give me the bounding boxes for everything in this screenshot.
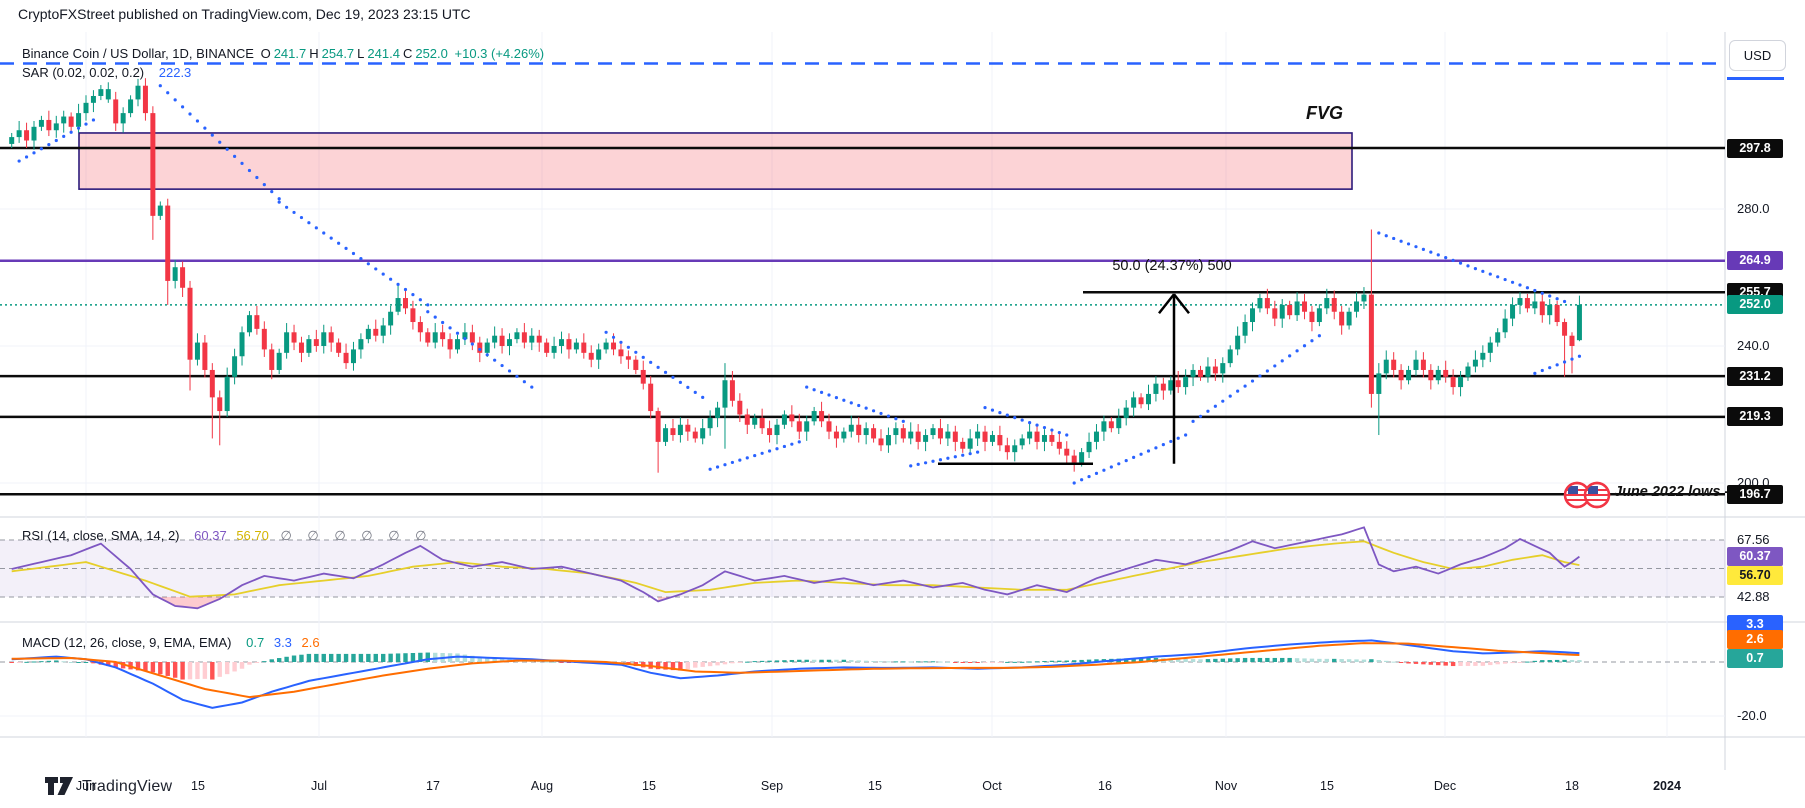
currency-button[interactable]: USD — [1729, 40, 1786, 71]
time-axis-label: Oct — [982, 779, 1002, 793]
attribution-text: CryptoFXStreet published on TradingView.… — [18, 6, 471, 22]
currency-underline — [1727, 77, 1784, 80]
ohlc-value: 241.4 — [367, 46, 400, 61]
time-axis-label: 18 — [1565, 779, 1579, 793]
rsi-null-values: ∅ ∅ ∅ ∅ ∅ ∅ — [280, 528, 433, 543]
axis-price-label: 196.7 — [1727, 484, 1783, 504]
sar-label: SAR (0.02, 0.02, 0.2) — [22, 65, 145, 80]
time-axis-label: Sep — [760, 779, 784, 793]
axis-price-label: 231.2 — [1727, 366, 1783, 386]
brand[interactable]: TradingView — [44, 776, 172, 798]
ohlc-value: 252.0 — [415, 46, 448, 61]
time-axis-label: Aug — [530, 779, 554, 793]
time-axis-label: Jul — [311, 779, 327, 793]
macd-line-value: 3.3 — [273, 635, 292, 650]
ohlc-value: 241.7 — [273, 46, 307, 61]
axis-price-label: 297.8 — [1727, 138, 1783, 158]
june-lows-annotation: June 2022 lows - — [1614, 484, 1730, 500]
axis-tick-label: 42.88 — [1737, 589, 1770, 604]
brand-text: TradingView — [82, 778, 173, 795]
time-axis-label: Dec — [1433, 779, 1457, 793]
axis-price-label: 60.37 — [1727, 547, 1783, 567]
time-axis-label: 16 — [1098, 779, 1112, 793]
axis-tick-label: 240.0 — [1737, 337, 1770, 353]
time-axis-label: 15 — [868, 779, 882, 793]
change-value: +10.3 (+4.26%) — [454, 46, 545, 61]
time-axis-label: 2024 — [1653, 779, 1681, 793]
rsi-value-1: 60.37 — [194, 528, 227, 543]
time-axis-label: Jun — [75, 779, 97, 793]
ohlc-key: O — [260, 46, 271, 61]
time-axis-label: 15 — [1320, 779, 1334, 793]
sar-value: 222.3 — [158, 65, 192, 80]
time-axis-label: 15 — [191, 779, 205, 793]
axis-tick-label: 67.56 — [1737, 532, 1770, 547]
time-axis-label: 15 — [642, 779, 656, 793]
ohlc-key: H — [309, 46, 319, 61]
tradingview-logo-icon — [45, 777, 73, 795]
time-axis-label: 17 — [426, 779, 440, 793]
symbol-title: Binance Coin / US Dollar, 1D, BINANCE — [22, 46, 254, 61]
chart-canvas[interactable] — [0, 32, 1805, 770]
ohlc-values: O 241.7 H 254.7 L 241.4 C 252.0 — [261, 46, 451, 61]
macd-hist-value: 0.7 — [246, 635, 265, 650]
axis-price-label: 2.6 — [1727, 630, 1783, 650]
axis-tick-label: -20.0 — [1737, 708, 1767, 723]
axis-price-label: 264.9 — [1727, 251, 1783, 271]
ohlc-key: L — [357, 46, 365, 61]
rsi-value-2: 56.70 — [236, 528, 269, 543]
measure-annotation: 50.0 (24.37%) 500 — [1112, 258, 1232, 274]
axis-price-label: 252.0 — [1727, 295, 1783, 315]
axis-price-label: 219.3 — [1727, 407, 1783, 427]
fvg-annotation: FVG — [1306, 103, 1344, 123]
ohlc-value: 254.7 — [321, 46, 355, 61]
rsi-legend[interactable]: RSI (14, close, SMA, 14, 2) 60.37 56.70 … — [22, 528, 433, 544]
footer: TradingView — [0, 770, 1805, 808]
us-flags-icon — [1563, 481, 1611, 509]
sar-legend[interactable]: SAR (0.02, 0.02, 0.2) 222.3 — [22, 65, 191, 80]
macd-label: MACD (12, 26, close, 9, EMA, EMA) — [22, 635, 232, 650]
ohlc-key: C — [402, 46, 413, 61]
axis-price-label: 56.70 — [1727, 565, 1783, 585]
macd-signal-value: 2.6 — [301, 635, 320, 650]
axis-tick-label: 280.0 — [1737, 201, 1770, 216]
rsi-label: RSI (14, close, SMA, 14, 2) — [22, 528, 180, 543]
macd-legend[interactable]: MACD (12, 26, close, 9, EMA, EMA) 0.7 3.… — [22, 635, 320, 650]
axis-price-label: 3.3 — [1727, 614, 1783, 634]
axis-price-label: 0.7 — [1727, 648, 1783, 668]
time-axis-label: Nov — [1214, 779, 1238, 793]
